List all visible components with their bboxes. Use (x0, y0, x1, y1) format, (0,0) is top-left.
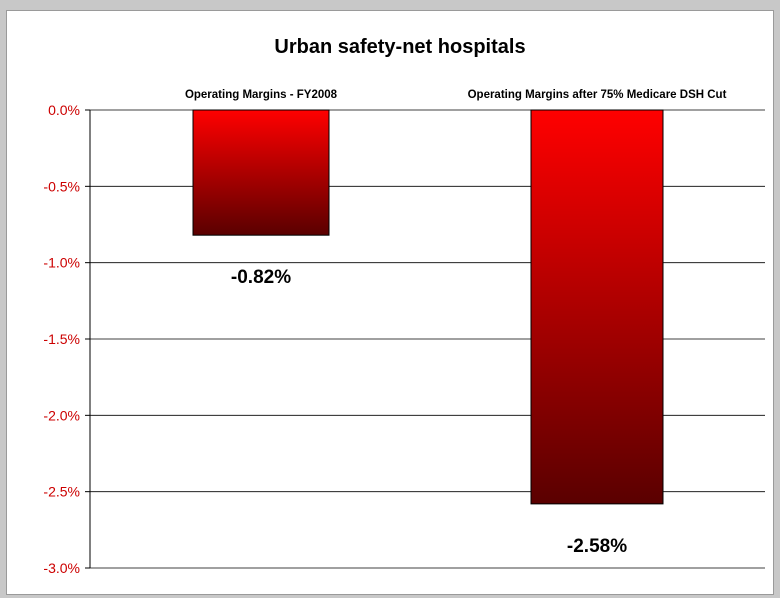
category-label: Operating Margins after 75% Medicare DSH… (468, 89, 727, 101)
data-label: -2.58% (567, 536, 627, 557)
bar (192, 109, 330, 236)
bars (192, 109, 664, 505)
gridlines (90, 109, 765, 569)
y-tick-label: -2.5% (43, 484, 80, 500)
category-label: Operating Margins - FY2008 (185, 89, 338, 101)
y-axis: 0.0% -0.5% -1.0% -1.5% -2.0% -2.5% -3.0% (43, 102, 91, 576)
data-labels: -0.82% -2.58% (231, 267, 627, 557)
bar (530, 109, 664, 505)
y-tick-label: -1.0% (43, 255, 80, 271)
y-tick-label: -1.5% (43, 331, 80, 347)
y-tick-label: -3.0% (43, 560, 80, 576)
y-tick-label: -2.0% (43, 407, 80, 423)
y-tick-label: -0.5% (43, 178, 80, 194)
category-labels: Operating Margins - FY2008 Operating Marg… (185, 89, 727, 101)
data-label: -0.82% (231, 267, 291, 288)
chart-title: Urban safety-net hospitals (274, 36, 525, 58)
y-tick-label: 0.0% (48, 102, 80, 118)
